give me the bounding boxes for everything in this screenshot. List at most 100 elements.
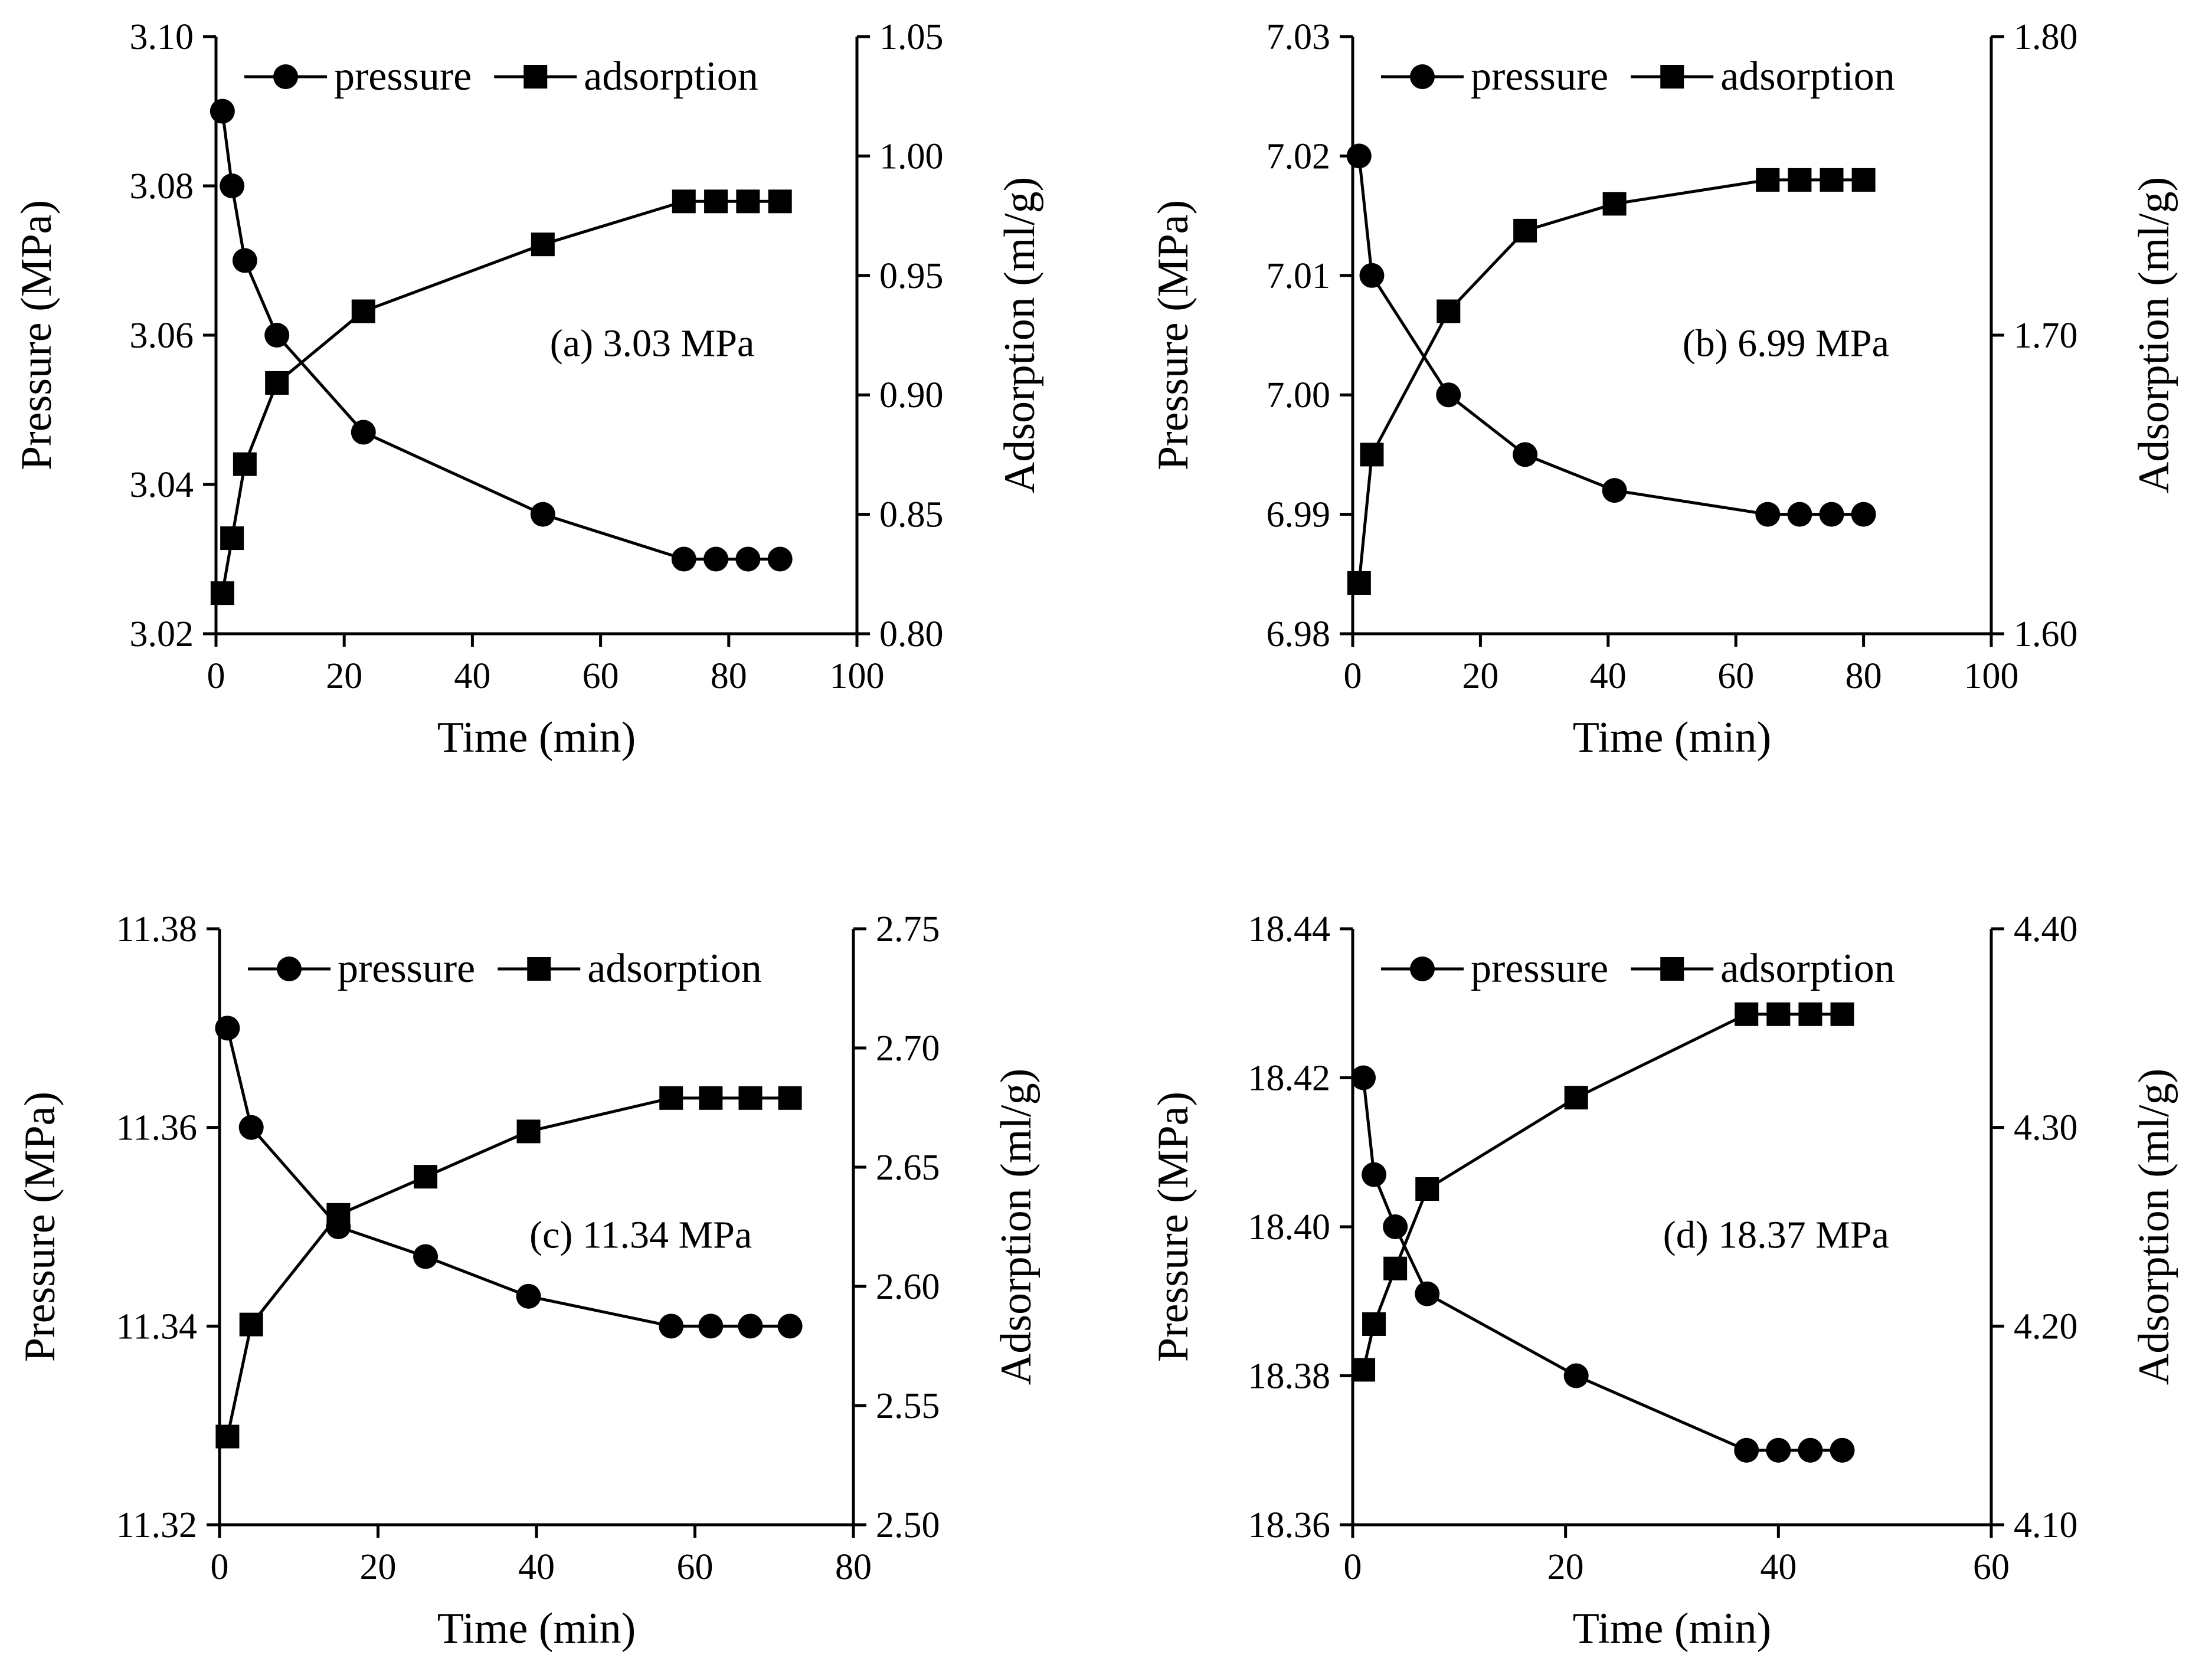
- adsorption-point: [1362, 1312, 1386, 1336]
- pressure-point: [1798, 1437, 1823, 1463]
- adsorption-point: [1830, 1002, 1854, 1026]
- pressure-point: [215, 1016, 240, 1041]
- chart-panel-1: 0 20 40 60 80 100 3.02 3.04 3.06 3.08 3.10 0.80 0.85…: [12, 17, 1044, 762]
- y-left-tick-label: 18.44: [1248, 909, 1331, 949]
- y-left-tick-label: 3.06: [130, 316, 194, 356]
- adsorption-point: [215, 1424, 240, 1449]
- y-right-tick-label: 1.05: [879, 17, 944, 57]
- x-tick-label: 20: [360, 1547, 397, 1587]
- adsorption-point: [736, 189, 760, 214]
- y-left-tick-label: 18.36: [1248, 1505, 1331, 1545]
- y-right-tick-label: 1.80: [2014, 17, 2078, 57]
- adsorption-point: [326, 1203, 351, 1227]
- legend-marker-pressure: [277, 957, 302, 981]
- adsorption-point: [699, 1086, 723, 1110]
- adsorption-point: [1415, 1177, 1439, 1201]
- x-tick-label: 40: [518, 1547, 555, 1587]
- legend-label-adsorption: adsorption: [1720, 54, 1895, 99]
- y-right-axis-title: Adsorption (ml/g): [992, 1069, 1040, 1385]
- x-tick-label: 0: [1344, 1547, 1362, 1587]
- y-right-tick-label: 0.90: [879, 375, 944, 415]
- chart-panel-3: 0 20 40 60 80 11.32 11.34 11.36 11.38 2.50 2.55 2.6…: [16, 909, 1040, 1653]
- pressure-point: [777, 1314, 803, 1339]
- adsorption-point: [1735, 1002, 1759, 1026]
- chart-panel-2: 0 20 40 60 80 100 6.98 6.99 7.00 7.01 7.02 7.03 1.60…: [1149, 17, 2178, 762]
- y-left-tick-label: 11.32: [116, 1505, 197, 1545]
- legend-marker-adsorption: [527, 957, 551, 981]
- y-right-tick-label: 0.85: [879, 495, 944, 535]
- adsorption-point: [220, 526, 244, 551]
- y-left-tick-label: 3.10: [130, 17, 194, 57]
- adsorption-point: [1851, 168, 1876, 192]
- pressure-point: [1602, 478, 1627, 503]
- y-left-axis-title: Pressure (MPa): [16, 1092, 64, 1362]
- legend-marker-pressure: [1410, 957, 1435, 981]
- adsorption-point: [704, 189, 728, 214]
- y-right-tick-label: 4.10: [2014, 1505, 2078, 1545]
- y-left-tick-label: 11.34: [116, 1306, 197, 1347]
- pressure-point: [1415, 1281, 1440, 1306]
- y-right-axis-title: Adsorption (ml/g): [996, 177, 1044, 493]
- pressure-point: [659, 1314, 684, 1339]
- legend-label-pressure: pressure: [1471, 946, 1608, 991]
- adsorption-point: [1766, 1002, 1791, 1026]
- y-left-tick-label: 18.40: [1248, 1207, 1331, 1247]
- y-right-tick-label: 4.30: [2014, 1108, 2078, 1148]
- y-left-tick-label: 3.08: [130, 166, 194, 207]
- y-left-axis-title: Pressure (MPa): [1149, 1092, 1197, 1362]
- pressure-point: [238, 1115, 264, 1140]
- y-right-tick-label: 4.20: [2014, 1306, 2078, 1347]
- pressure-point: [413, 1244, 439, 1269]
- adsorption-point: [1383, 1256, 1408, 1280]
- x-axis-title: Time (min): [1573, 1604, 1771, 1653]
- y-right-tick-label: 2.75: [876, 909, 940, 949]
- pressure-point: [1734, 1437, 1759, 1463]
- y-left-tick-label: 6.99: [1267, 495, 1331, 535]
- series-line-pressure: [225, 1027, 790, 1328]
- y-left-tick-label: 6.98: [1267, 614, 1331, 654]
- adsorption-point: [1564, 1086, 1588, 1110]
- pressure-point: [1362, 1162, 1387, 1187]
- adsorption-point: [1513, 218, 1537, 243]
- adsorption-point: [1360, 443, 1384, 467]
- legend-label-adsorption: adsorption: [587, 946, 762, 991]
- y-left-tick-label: 7.03: [1267, 17, 1331, 57]
- adsorption-point: [768, 189, 792, 214]
- pressure-point: [698, 1314, 724, 1339]
- chart-panel-4: 0 20 40 60 18.36 18.38 18.40 18.42 18.44 4.10 4.20…: [1149, 909, 2178, 1653]
- adsorption-point: [531, 232, 555, 257]
- series-line-adsorption: [1357, 178, 1864, 584]
- pressure-point: [1755, 502, 1781, 527]
- x-tick-label: 0: [211, 1547, 229, 1587]
- adsorption-point: [265, 371, 289, 395]
- legend-label-adsorption: adsorption: [584, 54, 758, 99]
- x-tick-label: 80: [835, 1547, 872, 1587]
- y-left-tick-label: 3.04: [130, 465, 194, 505]
- adsorption-point: [659, 1086, 683, 1110]
- y-left-tick-label: 7.01: [1267, 256, 1331, 296]
- pressure-point: [1436, 382, 1461, 408]
- y-right-tick-label: 0.95: [879, 256, 944, 296]
- adsorption-point: [1820, 168, 1844, 192]
- legend-label-pressure: pressure: [1471, 54, 1608, 99]
- y-right-tick-label: 1.00: [879, 136, 944, 176]
- legend-marker-pressure: [1410, 64, 1435, 89]
- x-tick-label: 20: [1547, 1547, 1584, 1587]
- adsorption-point: [672, 189, 696, 214]
- pressure-point: [1383, 1214, 1408, 1239]
- pressure-point: [1351, 1065, 1376, 1090]
- adsorption-point: [351, 299, 375, 323]
- pressure-point: [264, 323, 290, 348]
- legend-label-pressure: pressure: [338, 946, 475, 991]
- x-tick-label: 60: [1717, 656, 1754, 696]
- pressure-point: [1851, 502, 1876, 527]
- legend-marker-pressure: [273, 64, 298, 89]
- y-left-tick-label: 7.02: [1267, 136, 1331, 176]
- adsorption-point: [210, 581, 234, 605]
- legend-marker-adsorption: [1660, 957, 1684, 981]
- adsorption-point: [1347, 571, 1371, 595]
- legend-marker-adsorption: [523, 65, 548, 89]
- y-right-tick-label: 2.60: [876, 1267, 940, 1307]
- y-right-tick-label: 1.70: [2014, 316, 2078, 356]
- adsorption-point: [239, 1312, 263, 1337]
